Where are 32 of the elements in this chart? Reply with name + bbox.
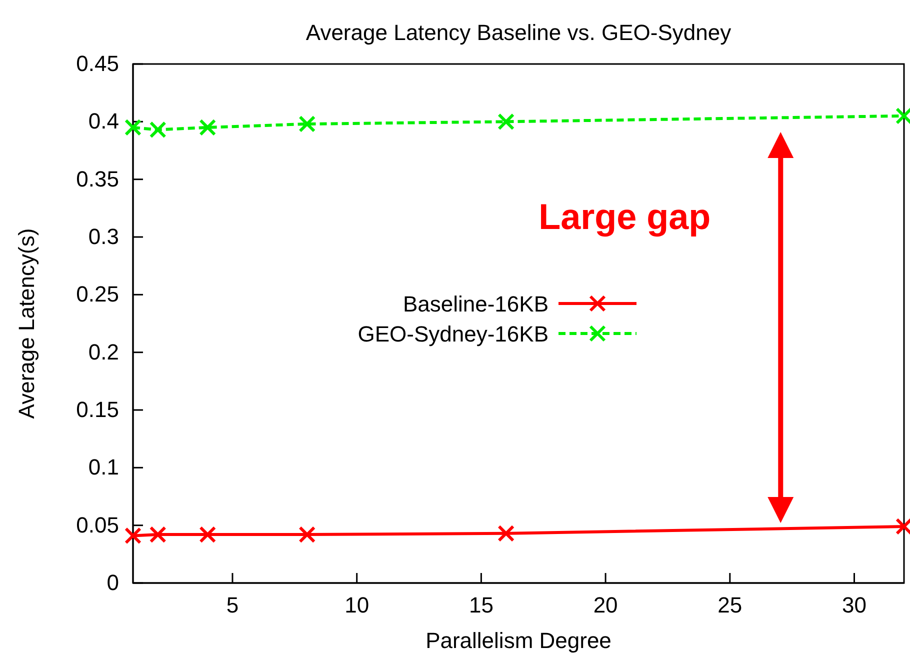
- legend-label: GEO-Sydney-16KB: [358, 322, 548, 346]
- point: [298, 526, 316, 544]
- point: [298, 115, 316, 132]
- chart-title: Average Latency Baseline vs. GEO-Sydney: [306, 20, 732, 45]
- annotation: Large gap: [538, 196, 711, 237]
- x-tick-label: 30: [842, 592, 866, 618]
- y-tick-label: 0.45: [76, 51, 119, 76]
- x-tick-label: 25: [718, 592, 742, 618]
- x-tick-label: 10: [344, 592, 370, 618]
- point: [498, 524, 515, 542]
- y-tick-label: 0: [106, 570, 119, 596]
- point: [199, 118, 216, 136]
- y-tick-label: 0.4: [88, 108, 119, 134]
- point: [149, 121, 166, 138]
- y-axis-title: Average Latency(s): [14, 228, 39, 419]
- point: [199, 526, 216, 544]
- legend-label: Baseline-16KB: [402, 292, 548, 316]
- y-tick-label: 0.1: [88, 454, 119, 480]
- y-tick-label: 0.15: [76, 397, 119, 422]
- x-tick-label: 20: [593, 592, 618, 618]
- y-tick-label: 0.2: [88, 339, 119, 364]
- x-tick-label: 15: [468, 592, 494, 618]
- x-tick-label: 5: [226, 592, 239, 618]
- point: [149, 526, 166, 544]
- y-tick-label: 0.3: [88, 224, 119, 250]
- x-axis-title: Parallelism Degree: [426, 628, 612, 653]
- point: [124, 527, 142, 544]
- y-tick-label: 0.05: [76, 512, 119, 538]
- y-tick-label: 0.25: [76, 282, 119, 307]
- y-tick-label: 0.35: [76, 166, 119, 192]
- point: [124, 118, 142, 136]
- point: [498, 113, 515, 130]
